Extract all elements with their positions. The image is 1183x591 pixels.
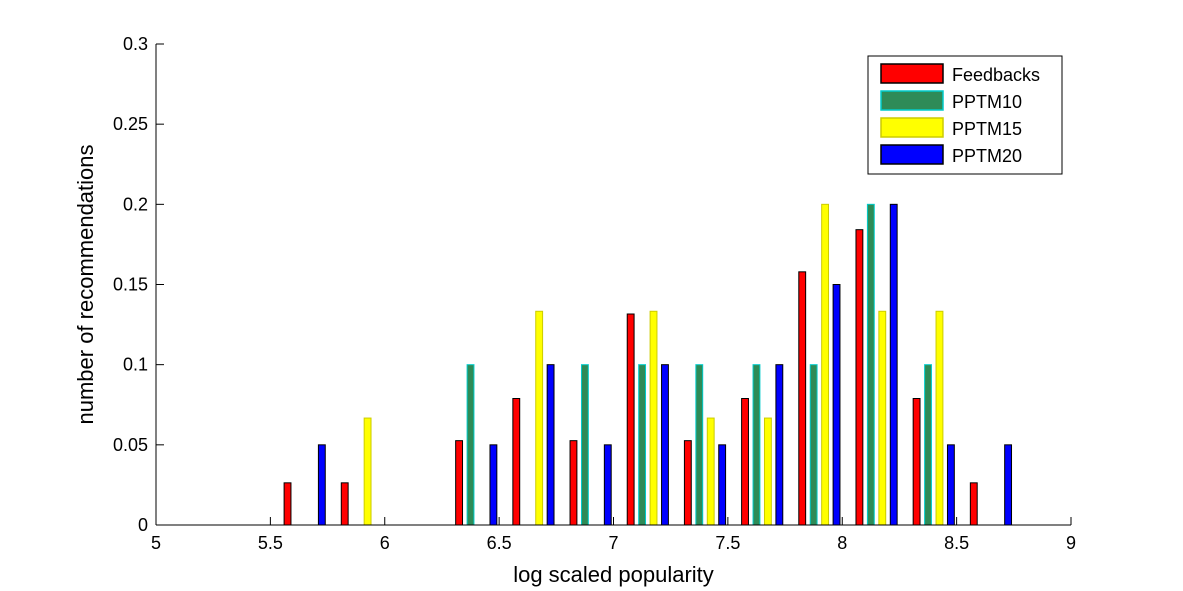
legend-label-feedbacks: Feedbacks [952,65,1040,85]
bar-pptm20-5 [489,444,498,526]
bar-feedbacks-5 [455,440,464,526]
bar-pptm10-5 [466,364,475,526]
bar-pptm15-6 [535,310,544,526]
y-tick-label: 0.15 [113,275,148,295]
legend-label-pptm10: PPTM10 [952,92,1022,112]
legend-label-pptm20: PPTM20 [952,146,1022,166]
legend-swatch-pptm20 [880,144,944,165]
x-tick-label: 8 [837,533,847,553]
x-axis-label: log scaled popularity [513,562,714,587]
bars-layer [283,203,1013,526]
y-tick-label: 0 [138,515,148,535]
bar-feedbacks-11 [798,271,807,526]
legend-label-pptm15: PPTM15 [952,119,1022,139]
bar-pptm10-8 [638,364,647,526]
bar-pptm10-12 [866,203,875,526]
legend-swatch-pptm10 [880,90,944,111]
bar-pptm15-8 [649,310,658,526]
bar-pptm15-12 [878,310,887,526]
bar-pptm10-7 [580,364,589,526]
bar-pptm20-2 [317,444,326,526]
bar-pptm20-12 [889,203,898,526]
bar-feedbacks-6 [512,398,521,526]
bar-feedbacks-13 [912,398,921,526]
bar-pptm15-9 [706,417,715,526]
bar-pptm10-10 [752,364,761,526]
bar-pptm15-11 [821,203,830,526]
bar-pptm20-13 [946,444,955,526]
bar-pptm20-9 [718,444,727,526]
x-tick-label: 5.5 [258,533,283,553]
legend: Feedbacks PPTM10 PPTM15 PPTM20 [867,55,1063,175]
x-tick-label: 9 [1066,533,1076,553]
bar-pptm10-13 [924,364,932,526]
bar-pptm15-3 [363,417,372,526]
y-tick-label: 0.1 [123,355,148,375]
bar-pptm20-8 [661,364,669,526]
bar-feedbacks-9 [683,440,692,526]
y-tick-label: 0.2 [123,194,148,214]
y-axis-label: number of recommendations [73,144,98,424]
bar-pptm10-11 [809,364,818,526]
axes-layer: 5 5.5 6 6.5 7 7.5 8 8.5 9 0 0.05 0.1 0.15 0.2 0.25 0.3 [113,34,1076,553]
y-tick-label: 0.3 [123,34,148,54]
bar-feedbacks-10 [741,398,749,526]
bar-pptm20-14 [1004,444,1013,526]
y-tick-label: 0.05 [113,435,148,455]
x-tick-label: 8.5 [944,533,969,553]
legend-swatch-feedbacks [880,63,944,84]
bar-feedbacks-2 [283,482,292,526]
bar-pptm10-9 [695,364,704,526]
bar-feedbacks-3 [340,482,349,526]
x-tick-label: 7 [608,533,618,553]
bar-pptm20-10 [775,364,784,526]
bar-pptm20-7 [603,444,612,526]
x-tick-label: 6.5 [487,533,512,553]
bar-feedbacks-12 [855,229,864,526]
bar-feedbacks-14 [969,482,978,526]
x-tick-label: 7.5 [715,533,740,553]
bar-pptm20-6 [546,364,555,526]
bar-pptm20-11 [832,284,841,526]
y-tick-label: 0.25 [113,114,148,134]
bar-feedbacks-8 [626,313,635,526]
legend-swatch-pptm15 [880,117,944,138]
bar-pptm15-10 [763,417,772,526]
bar-pptm15-13 [935,310,944,526]
x-tick-label: 5 [151,533,161,553]
bar-feedbacks-7 [569,440,578,526]
x-tick-label: 6 [380,533,390,553]
